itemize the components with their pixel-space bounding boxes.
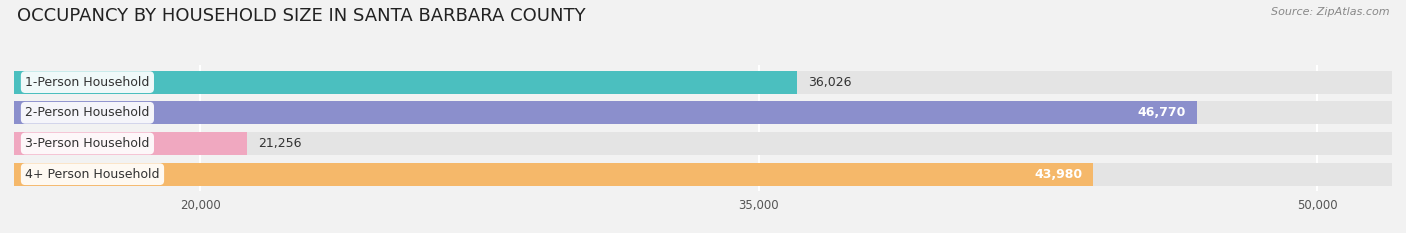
Bar xyxy=(14,71,1392,94)
Bar xyxy=(14,71,797,94)
Bar xyxy=(14,101,1392,124)
Text: 2-Person Household: 2-Person Household xyxy=(25,106,149,119)
Bar xyxy=(14,163,1094,186)
Text: OCCUPANCY BY HOUSEHOLD SIZE IN SANTA BARBARA COUNTY: OCCUPANCY BY HOUSEHOLD SIZE IN SANTA BAR… xyxy=(17,7,585,25)
Text: 36,026: 36,026 xyxy=(808,76,852,89)
Text: 21,256: 21,256 xyxy=(259,137,302,150)
Text: Source: ZipAtlas.com: Source: ZipAtlas.com xyxy=(1271,7,1389,17)
Bar xyxy=(14,101,1197,124)
Text: 3-Person Household: 3-Person Household xyxy=(25,137,149,150)
Text: 1-Person Household: 1-Person Household xyxy=(25,76,149,89)
Bar xyxy=(14,132,1392,155)
Bar xyxy=(14,132,247,155)
Text: 46,770: 46,770 xyxy=(1137,106,1187,119)
Text: 4+ Person Household: 4+ Person Household xyxy=(25,168,160,181)
Text: 43,980: 43,980 xyxy=(1033,168,1083,181)
Bar xyxy=(14,163,1392,186)
